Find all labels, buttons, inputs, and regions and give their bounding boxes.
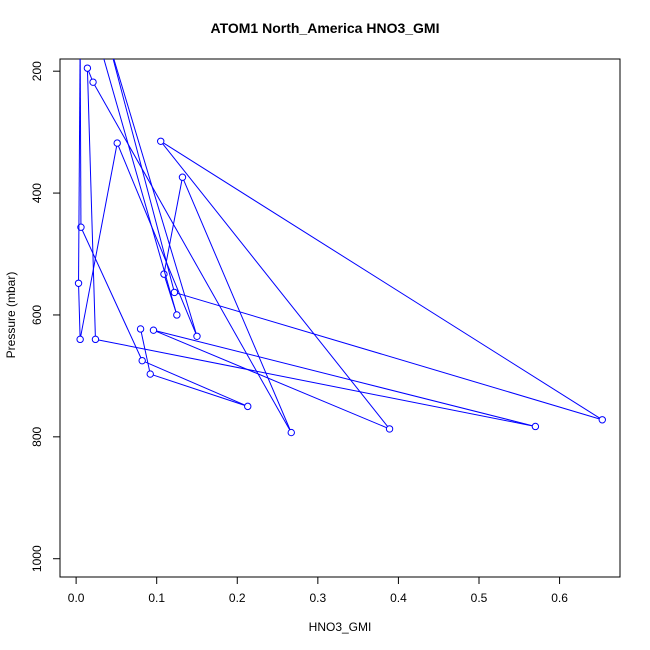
series-segment: [112, 59, 175, 290]
chart-title: ATOM1 North_America HNO3_GMI: [210, 20, 440, 36]
x-tick-label: 0.1: [148, 591, 165, 605]
data-point: [76, 335, 84, 344]
series-segment: [103, 59, 177, 313]
series-segment: [162, 143, 388, 427]
x-tick-label: 0.2: [229, 591, 246, 605]
data-point: [136, 325, 145, 333]
plot-frame: [59, 58, 621, 578]
data-point: [598, 416, 606, 424]
series-segment: [156, 330, 387, 429]
data-point: [178, 173, 187, 181]
x-tick-label: 0.5: [471, 591, 488, 605]
x-tick-label: 0.3: [309, 591, 326, 605]
series-segment: [113, 59, 197, 334]
series-segment: [183, 179, 291, 430]
y-tick-label: 600: [30, 305, 44, 325]
series-segment: [144, 361, 246, 406]
series-segment: [86, 71, 96, 337]
series-segment: [98, 339, 533, 427]
data-point: [77, 223, 85, 231]
data-point: [287, 428, 295, 437]
x-tick-label: 0.6: [551, 591, 568, 605]
data-point: [74, 279, 83, 287]
y-tick-label: 400: [30, 183, 44, 203]
series-segment: [81, 229, 142, 358]
data-point: [160, 270, 168, 278]
x-tick-label: 0.4: [390, 591, 407, 605]
x-tick-label: 0.0: [68, 591, 85, 605]
data-point: [157, 137, 165, 145]
series-segment: [164, 277, 177, 313]
y-axis-label: Pressure (mbar): [4, 271, 18, 359]
data-point: [138, 356, 146, 365]
data-point: [113, 139, 121, 147]
series-segment: [88, 70, 93, 80]
data-point: [244, 402, 252, 411]
series-segment: [163, 142, 600, 419]
series-segment: [153, 374, 245, 406]
y-tick-label: 800: [30, 427, 44, 447]
data-point: [385, 425, 394, 433]
data-point: [89, 78, 97, 86]
series-layer: [74, 59, 606, 437]
data-point: [149, 326, 158, 334]
x-axis: 0.0 0.1 0.2 0.3 0.4 0.5 0.6: [68, 576, 568, 605]
series-segment: [94, 84, 291, 431]
series-segment: [80, 146, 118, 337]
data-point: [193, 332, 201, 340]
data-point: [170, 288, 179, 297]
series-segment: [164, 180, 183, 272]
y-tick-label: 200: [30, 61, 44, 81]
series-segment: [156, 330, 533, 427]
y-tick-label: 1000: [30, 545, 44, 572]
data-point: [531, 422, 540, 431]
series-segment: [117, 145, 197, 334]
series-segment: [140, 331, 151, 372]
x-axis-label: HNO3_GMI: [308, 620, 372, 634]
data-point: [83, 64, 92, 72]
y-axis: 200 400 600 800 1000: [30, 61, 61, 572]
series-segment: [177, 292, 600, 420]
data-point: [146, 370, 154, 378]
series-segment: [79, 59, 82, 224]
data-point: [91, 335, 100, 344]
series-segment: [78, 286, 81, 337]
data-point: [173, 311, 181, 319]
